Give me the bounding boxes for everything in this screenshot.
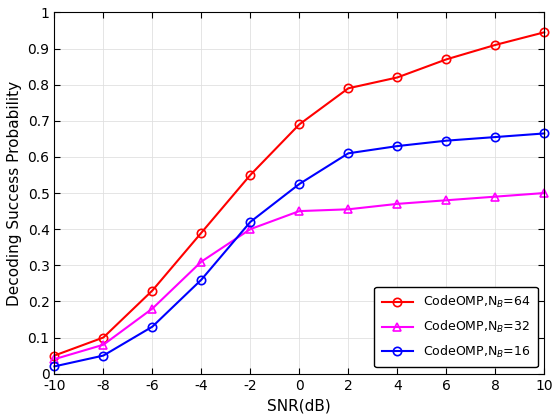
Y-axis label: Decoding Success Probability: Decoding Success Probability [7,81,22,306]
X-axis label: SNR(dB): SNR(dB) [268,398,331,413]
Legend: CodeOMP,N$_B$=64, CodeOMP,N$_B$=32, CodeOMP,N$_B$=16: CodeOMP,N$_B$=64, CodeOMP,N$_B$=32, Code… [374,286,538,368]
